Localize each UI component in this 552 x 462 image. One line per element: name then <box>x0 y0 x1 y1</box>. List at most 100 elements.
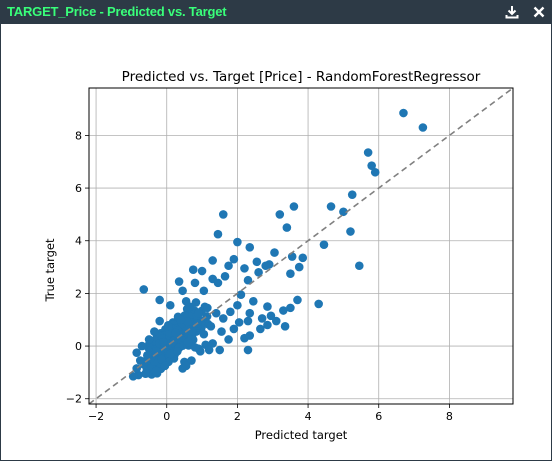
scatter-point <box>298 253 308 263</box>
scatter-point <box>203 303 212 313</box>
scatter-point <box>191 298 201 307</box>
y-tick-label: 6 <box>75 182 82 195</box>
scatter-point <box>128 372 138 381</box>
scatter-point <box>137 341 147 351</box>
scatter-point <box>275 210 285 219</box>
scatter-point <box>173 347 182 356</box>
reference-line <box>88 87 514 405</box>
scatter-point <box>355 261 364 271</box>
scatter-point <box>286 303 295 313</box>
scatter-point <box>245 243 255 252</box>
scatter-point <box>234 318 244 327</box>
window-title: TARGET_Price - Predicted vs. Target <box>7 4 227 19</box>
scatter-point <box>213 229 223 239</box>
scatter-point <box>266 311 276 321</box>
scatter-point <box>155 295 164 305</box>
scatter-point <box>176 315 186 325</box>
axis-ticks: −2 0 2 4 6 8 −2 0 2 4 6 8 <box>66 129 453 423</box>
chart-title: Predicted vs. Target [Price] - RandomFor… <box>122 69 481 85</box>
x-tick-label: −2 <box>88 410 104 423</box>
scatter-point <box>211 308 221 318</box>
scatter-point <box>204 345 214 355</box>
download-icon[interactable] <box>502 2 522 22</box>
scatter-point <box>141 369 150 379</box>
scatter-point <box>215 345 225 355</box>
scatter-point <box>254 268 263 277</box>
scatter-chart: Predicted vs. Target [Price] - RandomFor… <box>43 69 514 442</box>
scatter-point <box>399 108 408 118</box>
scatter-point <box>178 286 187 296</box>
window-titlebar: TARGET_Price - Predicted vs. Target <box>0 0 552 24</box>
scatter-point <box>224 261 233 271</box>
x-axis-label: Predicted target <box>255 428 348 442</box>
y-tick-label: 2 <box>75 287 82 300</box>
scatter-point <box>252 257 262 267</box>
scatter-point <box>160 361 170 371</box>
scatter-point <box>319 240 329 249</box>
scatter-point <box>165 300 175 310</box>
scatter-point <box>293 295 302 305</box>
scatter-point <box>213 278 223 288</box>
scatter-point <box>270 248 279 257</box>
scatter-point <box>294 262 304 272</box>
scatter-point <box>263 302 272 311</box>
scatter-point <box>208 256 217 265</box>
scatter-point <box>326 202 336 211</box>
scatter-point <box>218 210 228 219</box>
scatter-point <box>218 314 228 323</box>
scatter-point <box>181 297 191 306</box>
scatter-point <box>157 354 166 364</box>
y-tick-label: 0 <box>75 340 82 353</box>
y-axis-label: True target <box>43 238 57 303</box>
scatter-point <box>187 356 196 365</box>
scatter-point <box>233 300 242 310</box>
scatter-point <box>363 148 373 157</box>
scatter-point <box>367 161 376 170</box>
scatter-point <box>190 278 200 288</box>
scatter-point <box>139 285 149 294</box>
scatter-point <box>190 343 200 352</box>
scatter-point <box>187 327 196 336</box>
scatter-point <box>226 307 235 317</box>
scatter-point <box>233 237 242 247</box>
scatter-point <box>245 331 255 340</box>
y-tick-label: 4 <box>75 235 82 248</box>
scatter-point <box>263 320 272 330</box>
scatter-point <box>339 207 348 217</box>
scatter-point <box>206 322 216 331</box>
scatter-point <box>289 202 299 211</box>
scatter-point <box>271 316 281 326</box>
scatter-point <box>236 290 246 300</box>
scatter-point <box>243 275 253 285</box>
scatter-point <box>243 316 253 326</box>
scatter-point <box>229 254 239 264</box>
chart-panel <box>0 24 552 461</box>
x-tick-label: 4 <box>305 410 312 423</box>
scatter-point <box>194 308 203 318</box>
plot-area-frame <box>88 87 514 405</box>
scatter-point <box>229 324 239 334</box>
scatter-point <box>280 322 290 331</box>
scatter-point <box>150 327 159 336</box>
scatter-point <box>257 314 267 323</box>
scatter-point <box>240 264 249 273</box>
scatter-point <box>144 335 154 344</box>
scatter-point <box>151 347 161 356</box>
scatter-point <box>346 227 355 236</box>
scatter-point <box>143 350 152 360</box>
scatter-point <box>217 327 226 336</box>
scatter-point <box>199 329 209 339</box>
scatter-point <box>197 266 207 276</box>
scatter-point <box>151 366 161 376</box>
scatter-point <box>282 223 292 232</box>
scatter-point <box>279 306 288 315</box>
x-tick-label: 8 <box>446 410 453 423</box>
scatter-point <box>347 190 357 199</box>
scatter-point <box>208 339 217 348</box>
scatter-point <box>256 324 265 334</box>
scatter-point <box>155 316 164 326</box>
x-tick-label: 6 <box>375 410 382 423</box>
close-icon[interactable] <box>529 2 549 22</box>
x-tick-label: 2 <box>234 410 241 423</box>
y-tick-label: −2 <box>66 393 82 406</box>
